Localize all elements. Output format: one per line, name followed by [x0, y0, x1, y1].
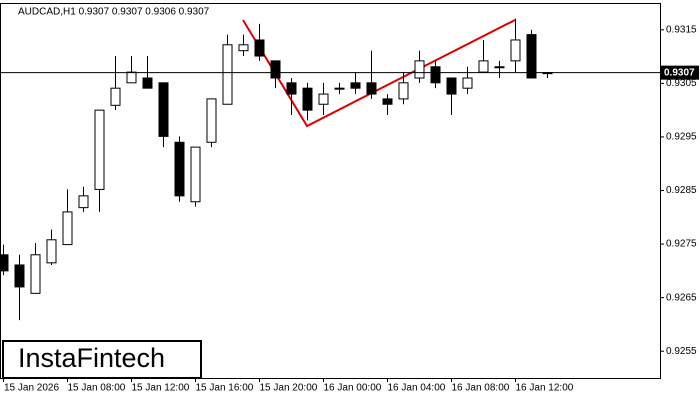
candle-body [110, 87, 121, 106]
watermark-box [2, 340, 202, 379]
y-tick-label: 0.9255 [666, 346, 697, 357]
candle-body [94, 109, 105, 190]
y-tick-label: 0.9265 [666, 292, 697, 303]
candle-body [46, 239, 57, 264]
candle-body [286, 82, 297, 95]
watermark: InstaFintech [18, 343, 165, 373]
candle-body [334, 87, 345, 90]
candle-body [206, 98, 217, 143]
x-tick-label: 16 Jan 00:00 [324, 383, 382, 394]
x-tick-label: 15 Jan 12:00 [132, 383, 190, 394]
y-tick-label: 0.9305 [666, 78, 697, 89]
candle-body [318, 93, 329, 105]
last-price-label: 0.9307 [664, 67, 695, 78]
candle-body [158, 82, 169, 137]
candle-body [126, 71, 137, 84]
candle-body [510, 39, 521, 62]
candle-body [62, 211, 73, 246]
candle-body [430, 66, 441, 84]
y-tick-label: 0.9275 [666, 239, 697, 250]
candle-body [414, 60, 425, 79]
candle-body [398, 82, 409, 100]
candle-body [382, 98, 393, 105]
x-tick-label: 16 Jan 04:00 [388, 383, 446, 394]
candle-body [14, 264, 25, 288]
candle-body [462, 77, 473, 89]
candle-body [30, 254, 41, 294]
candle-body [238, 44, 249, 52]
y-tick-label: 0.9315 [666, 24, 697, 35]
y-tick-label: 0.9295 [666, 132, 697, 143]
candle-body [174, 141, 185, 197]
x-tick-label: 15 Jan 16:00 [196, 383, 254, 394]
candle-body [446, 77, 457, 95]
x-tick-label: 15 Jan 20:00 [260, 383, 318, 394]
x-tick-label: 15 Jan 2026 [4, 383, 59, 394]
x-tick-label: 16 Jan 08:00 [452, 383, 510, 394]
chart-title: AUDCAD,H1 0.9307 0.9307 0.9306 0.9307 [18, 7, 210, 18]
last-price-box [661, 65, 699, 80]
y-tick-label: 0.9285 [666, 185, 697, 196]
candle-body [0, 254, 9, 272]
candle-body [78, 195, 89, 209]
candle-body [526, 34, 537, 79]
x-tick-label: 15 Jan 08:00 [68, 383, 126, 394]
x-tick-label: 16 Jan 12:00 [516, 383, 574, 394]
candle-body [302, 87, 313, 111]
candle-body [254, 39, 265, 57]
candle-body [222, 44, 233, 105]
candle-body [190, 146, 201, 203]
candle-body [270, 60, 281, 79]
candle-body [366, 82, 377, 95]
candle-body [350, 82, 361, 89]
candle-body [478, 60, 489, 73]
candle-body [142, 77, 153, 89]
candle-body [494, 66, 505, 69]
